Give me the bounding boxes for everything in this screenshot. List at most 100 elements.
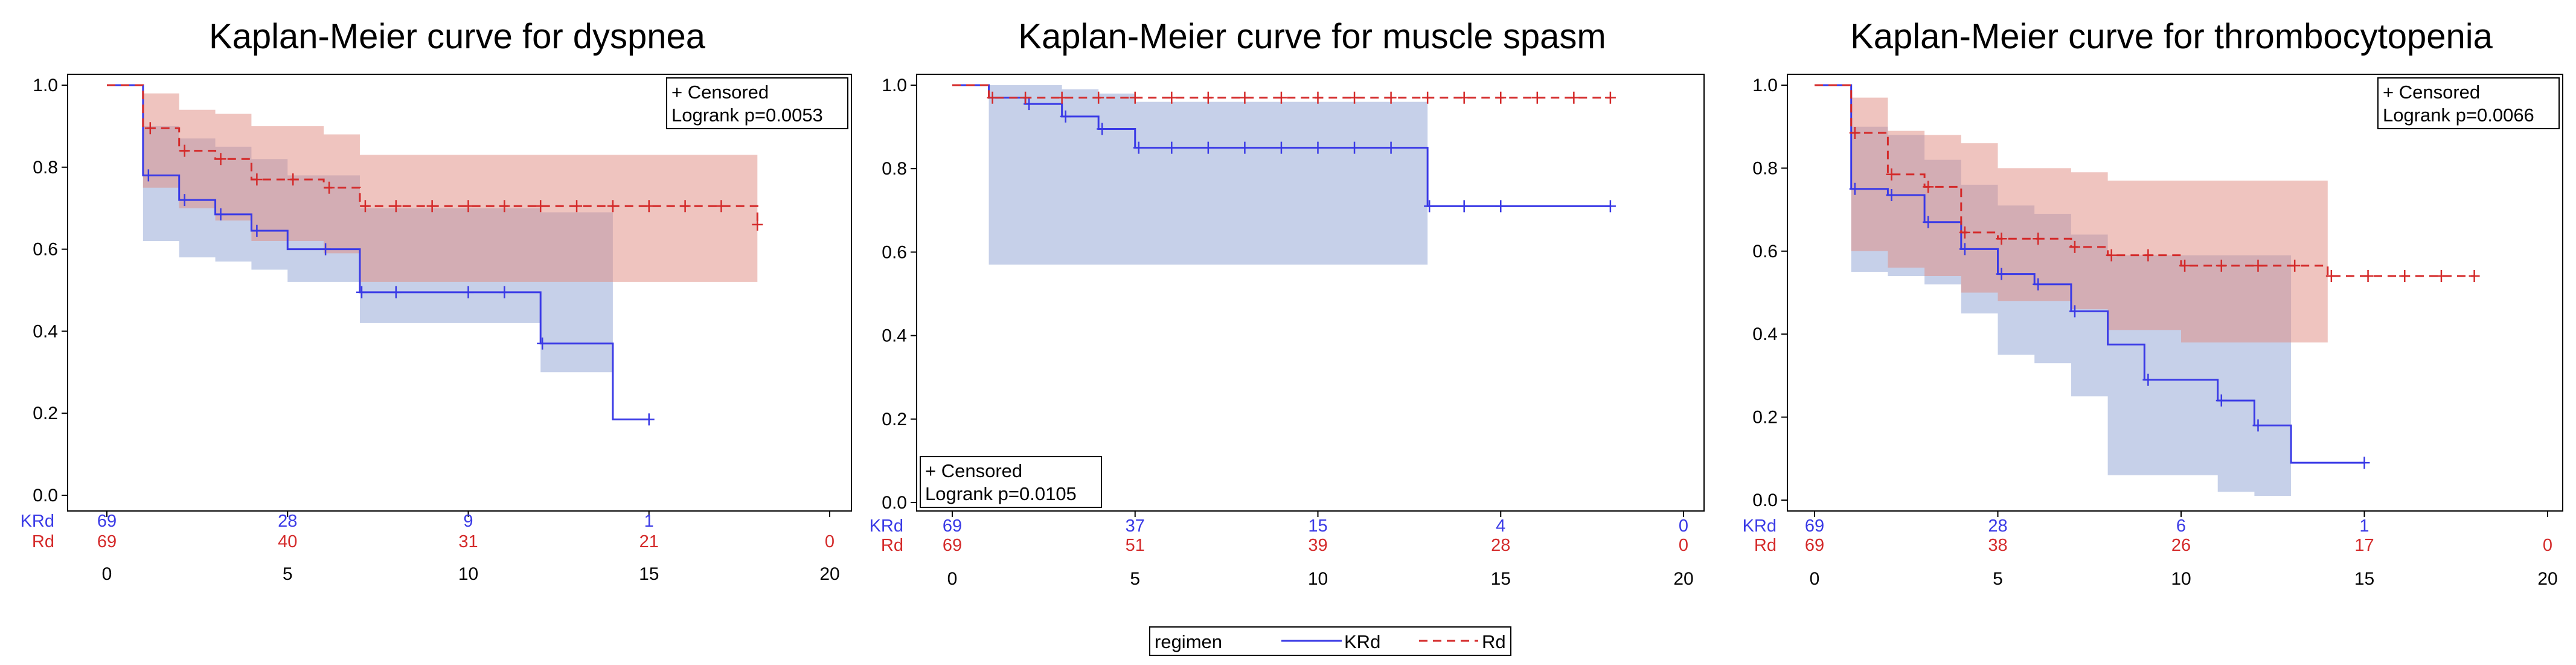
y-tick-label: 0.2 bbox=[33, 403, 58, 423]
y-tick-label: 0.6 bbox=[1752, 242, 1778, 262]
rd-censor-mark bbox=[716, 200, 727, 213]
rd-censor-mark bbox=[679, 200, 691, 213]
krd-censor-mark bbox=[1202, 141, 1214, 154]
krd-survival-curve bbox=[107, 84, 649, 420]
y-tick-label: 0.6 bbox=[882, 242, 907, 262]
rd-censor-mark bbox=[179, 144, 190, 157]
krd-censor-mark bbox=[537, 337, 548, 350]
rd-censor-mark bbox=[752, 218, 763, 231]
rd-censor-mark bbox=[535, 200, 546, 213]
x-tick-label: 10 bbox=[1308, 569, 1328, 589]
chart-title-dyspnea: Kaplan-Meier curve for dyspnea bbox=[209, 17, 706, 56]
censor-legend-box bbox=[2377, 77, 2560, 129]
y-tick-label: 1.0 bbox=[33, 75, 58, 95]
y-tick-label: 0.0 bbox=[33, 486, 58, 506]
y-tick-label: 1.0 bbox=[882, 75, 907, 95]
rd-censor-mark bbox=[1385, 91, 1397, 104]
krd-censor-mark bbox=[1166, 141, 1177, 154]
y-tick-label: 0.6 bbox=[33, 240, 58, 260]
risk-count-rd: 38 bbox=[1988, 536, 2007, 555]
y-tick-label: 0.0 bbox=[882, 493, 907, 513]
rd-censor-mark bbox=[1056, 91, 1068, 104]
rd-survival-curve bbox=[107, 84, 758, 225]
krd-confidence-band bbox=[988, 85, 1428, 265]
krd-censor-mark bbox=[215, 208, 226, 220]
y-tick-label: 0.4 bbox=[882, 326, 907, 346]
rd-censor-mark bbox=[1923, 181, 1934, 193]
krd-censor-mark bbox=[643, 413, 655, 426]
krd-censor-mark bbox=[1060, 110, 1071, 123]
rd-censor-mark bbox=[2325, 270, 2337, 283]
risk-count-krd: 9 bbox=[463, 512, 473, 531]
rd-censor-mark bbox=[1604, 91, 1616, 104]
krd-censor-mark bbox=[143, 169, 154, 182]
y-tick-label: 0.2 bbox=[882, 410, 907, 429]
risk-row-label-krd: KRd bbox=[21, 512, 54, 531]
krd-censor-mark bbox=[390, 286, 402, 298]
censored-label: + Censored bbox=[2383, 82, 2480, 103]
rd-censor-mark bbox=[2362, 270, 2374, 283]
rd-censor-mark bbox=[2033, 233, 2044, 245]
rd-censor-mark bbox=[144, 122, 156, 135]
y-tick-label: 0.8 bbox=[882, 159, 907, 179]
krd-censor-mark bbox=[1424, 200, 1435, 213]
censor-legend-box bbox=[666, 77, 848, 129]
rd-censor-mark bbox=[215, 153, 226, 165]
rd-censor-mark bbox=[643, 200, 655, 213]
rd-censor-mark bbox=[1349, 91, 1360, 104]
risk-count-krd: 1 bbox=[2359, 516, 2369, 536]
x-tick-label: 20 bbox=[1673, 569, 1693, 589]
krd-censor-mark bbox=[1097, 123, 1108, 135]
rd-censor-mark bbox=[571, 200, 583, 213]
chart-title-muscle-spasm: Kaplan-Meier curve for muscle spasm bbox=[1018, 17, 1606, 56]
risk-count-krd: 1 bbox=[644, 512, 654, 531]
krd-censor-mark bbox=[1886, 189, 1897, 202]
rd-censor-mark bbox=[1458, 91, 1470, 104]
x-tick-label: 10 bbox=[2171, 569, 2191, 589]
risk-count-rd: 69 bbox=[97, 532, 117, 551]
krd-censor-mark bbox=[1385, 141, 1397, 154]
krd-censor-mark bbox=[320, 243, 332, 255]
rd-censor-mark bbox=[1886, 168, 1897, 181]
krd-censor-mark bbox=[2142, 373, 2154, 386]
panel-thrombocytopenia: 0.0 0.2 0.4 0.6 0.8 1.0 0 5 10 15 20 KRd 69 28 6 1 Rd 69 3… bbox=[1743, 74, 2563, 589]
rd-censor-mark bbox=[324, 181, 335, 194]
rd-censor-mark bbox=[2179, 259, 2191, 272]
rd-censor-mark bbox=[2289, 259, 2301, 272]
rd-confidence-band bbox=[143, 93, 758, 282]
rd-censor-mark bbox=[2142, 249, 2154, 262]
krd-censor-mark bbox=[179, 194, 190, 207]
legend-title: regimen bbox=[1155, 631, 1222, 652]
risk-count-rd: 31 bbox=[458, 532, 478, 551]
x-tick-label: 20 bbox=[819, 564, 839, 584]
risk-row-label-rd: Rd bbox=[32, 532, 54, 551]
risk-count-krd: 15 bbox=[1308, 516, 1327, 536]
logrank-label: Logrank p=0.0053 bbox=[671, 104, 823, 126]
risk-count-rd: 28 bbox=[1491, 536, 1510, 555]
x-tick-label: 10 bbox=[458, 564, 478, 584]
rd-censor-mark bbox=[607, 200, 618, 213]
rd-censor-mark bbox=[2399, 270, 2411, 283]
risk-row-label-krd: KRd bbox=[870, 516, 903, 536]
krd-censor-mark bbox=[2033, 278, 2044, 291]
rd-survival-curve bbox=[952, 84, 1610, 99]
krd-censor-mark bbox=[463, 286, 474, 298]
rd-censor-mark bbox=[463, 200, 474, 213]
x-tick-label: 15 bbox=[2354, 569, 2374, 589]
rd-censor-mark bbox=[1422, 91, 1434, 104]
rd-censor-mark bbox=[1093, 91, 1104, 104]
risk-count-rd: 40 bbox=[278, 532, 297, 551]
rd-censor-mark bbox=[426, 200, 438, 213]
censored-label: + Censored bbox=[671, 82, 769, 103]
rd-confidence-band bbox=[1851, 97, 2328, 342]
rd-censor-mark bbox=[1568, 91, 1580, 104]
censored-label: + Censored bbox=[925, 460, 1022, 481]
risk-count-krd: 6 bbox=[2176, 516, 2186, 536]
x-tick-label: 15 bbox=[639, 564, 659, 584]
krd-censor-mark bbox=[2069, 305, 2080, 318]
rd-censor-mark bbox=[1202, 91, 1214, 104]
risk-count-krd: 69 bbox=[1805, 516, 1824, 536]
krd-censor-mark bbox=[1024, 98, 1035, 111]
x-tick-label: 0 bbox=[102, 564, 112, 584]
